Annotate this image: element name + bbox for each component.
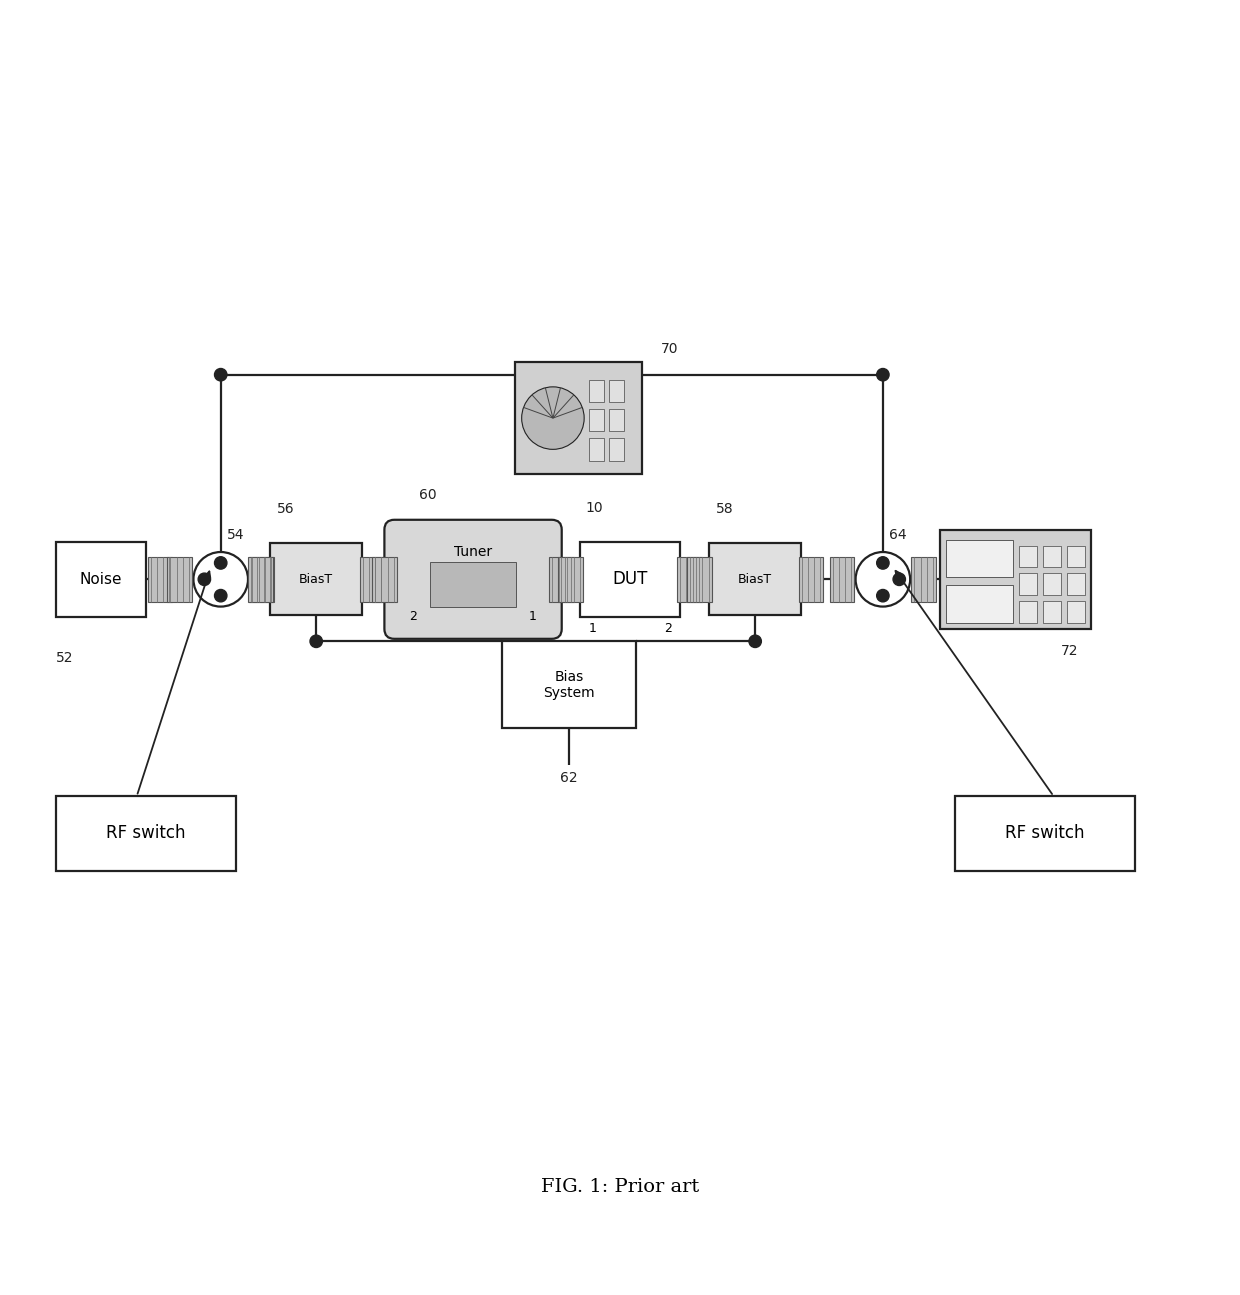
FancyBboxPatch shape: [589, 438, 604, 461]
FancyBboxPatch shape: [56, 543, 146, 616]
FancyBboxPatch shape: [1018, 574, 1037, 596]
Circle shape: [856, 552, 910, 606]
Text: 70: 70: [661, 342, 678, 356]
FancyBboxPatch shape: [1066, 574, 1085, 596]
Text: 58: 58: [715, 502, 733, 517]
FancyBboxPatch shape: [580, 543, 680, 616]
Circle shape: [877, 369, 889, 381]
Circle shape: [310, 635, 322, 648]
Circle shape: [193, 552, 248, 606]
Text: DUT: DUT: [613, 570, 647, 588]
Text: 54: 54: [227, 528, 244, 543]
FancyBboxPatch shape: [360, 557, 384, 602]
Circle shape: [893, 574, 905, 585]
FancyBboxPatch shape: [946, 540, 1013, 578]
Text: 62: 62: [560, 772, 578, 786]
Text: 72: 72: [1061, 644, 1079, 658]
Text: Bias
System: Bias System: [543, 670, 595, 699]
Text: 1: 1: [588, 623, 596, 636]
FancyBboxPatch shape: [515, 363, 642, 474]
FancyBboxPatch shape: [1043, 545, 1061, 567]
FancyBboxPatch shape: [609, 381, 625, 403]
Text: RF switch: RF switch: [1004, 825, 1085, 843]
FancyBboxPatch shape: [1043, 601, 1061, 623]
Text: 64: 64: [889, 528, 906, 543]
Circle shape: [522, 387, 584, 449]
FancyBboxPatch shape: [589, 381, 604, 403]
Text: 1: 1: [529, 610, 537, 623]
Text: Tuner: Tuner: [454, 544, 492, 558]
FancyBboxPatch shape: [609, 438, 625, 461]
Circle shape: [215, 589, 227, 602]
Circle shape: [877, 589, 889, 602]
FancyBboxPatch shape: [1066, 601, 1085, 623]
FancyBboxPatch shape: [709, 544, 801, 615]
FancyBboxPatch shape: [1018, 545, 1037, 567]
FancyBboxPatch shape: [687, 557, 712, 602]
FancyBboxPatch shape: [502, 641, 636, 728]
Text: Noise: Noise: [79, 572, 123, 587]
FancyBboxPatch shape: [56, 796, 236, 870]
FancyBboxPatch shape: [249, 557, 274, 602]
FancyBboxPatch shape: [549, 557, 574, 602]
Text: 56: 56: [277, 502, 294, 517]
Circle shape: [877, 557, 889, 569]
Text: 10: 10: [585, 501, 603, 515]
Text: RF switch: RF switch: [105, 825, 186, 843]
FancyBboxPatch shape: [946, 585, 1013, 623]
Circle shape: [215, 369, 227, 381]
FancyBboxPatch shape: [384, 519, 562, 638]
Text: BiasT: BiasT: [299, 572, 334, 585]
FancyBboxPatch shape: [558, 557, 583, 602]
Text: 52: 52: [56, 651, 73, 666]
FancyBboxPatch shape: [372, 557, 397, 602]
Text: BiasT: BiasT: [738, 572, 773, 585]
FancyBboxPatch shape: [270, 544, 362, 615]
Circle shape: [749, 635, 761, 648]
Text: 2: 2: [663, 623, 672, 636]
FancyBboxPatch shape: [940, 530, 1091, 629]
FancyBboxPatch shape: [1066, 545, 1085, 567]
FancyBboxPatch shape: [609, 409, 625, 431]
FancyBboxPatch shape: [955, 796, 1135, 870]
Text: FIG. 1: Prior art: FIG. 1: Prior art: [541, 1178, 699, 1195]
Text: 60: 60: [419, 488, 436, 502]
FancyBboxPatch shape: [248, 557, 273, 602]
FancyBboxPatch shape: [167, 557, 192, 602]
FancyBboxPatch shape: [1018, 601, 1037, 623]
FancyBboxPatch shape: [677, 557, 702, 602]
Circle shape: [198, 574, 211, 585]
FancyBboxPatch shape: [1043, 574, 1061, 596]
FancyBboxPatch shape: [430, 562, 516, 606]
Circle shape: [215, 557, 227, 569]
FancyBboxPatch shape: [799, 557, 823, 602]
FancyBboxPatch shape: [589, 409, 604, 431]
FancyBboxPatch shape: [830, 557, 854, 602]
FancyBboxPatch shape: [911, 557, 936, 602]
Text: 2: 2: [409, 610, 417, 623]
FancyBboxPatch shape: [148, 557, 172, 602]
